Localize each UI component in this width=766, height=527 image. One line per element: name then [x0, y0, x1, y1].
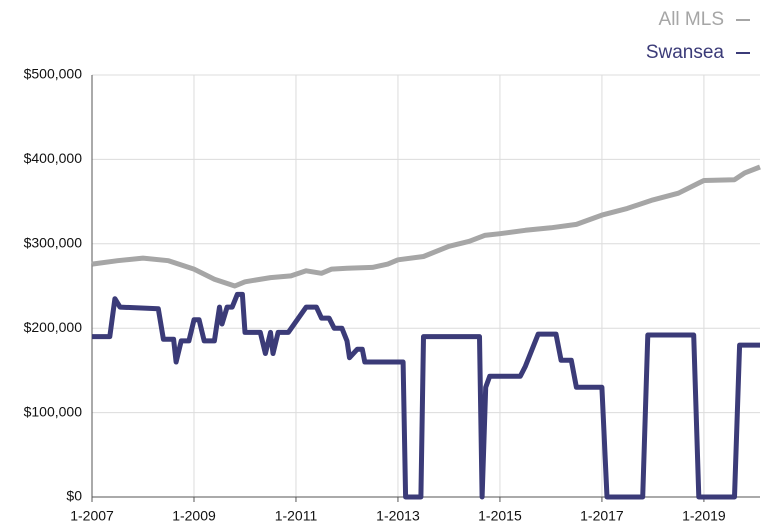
series-line — [91, 164, 761, 289]
x-tick-label: 1-2011 — [275, 508, 318, 524]
x-tick-label: 1-2007 — [70, 508, 114, 524]
y-tick-label: $300,000 — [24, 235, 83, 251]
y-tick-label: $400,000 — [24, 150, 83, 166]
x-tick-label: 1-2019 — [682, 508, 726, 524]
y-tick-label: $500,000 — [24, 66, 83, 82]
x-tick-label: 1-2009 — [172, 508, 216, 524]
legend-label: Swansea — [646, 42, 725, 63]
x-tick-label: 1-2013 — [376, 508, 420, 524]
legend-label: All MLS — [659, 9, 724, 30]
x-tick-label: 1-2015 — [478, 508, 522, 524]
series-line — [92, 291, 760, 500]
y-tick-label: $200,000 — [24, 319, 83, 335]
y-tick-label: $100,000 — [24, 403, 83, 419]
y-tick-label: $0 — [66, 488, 82, 504]
x-tick-label: 1-2017 — [580, 508, 624, 524]
